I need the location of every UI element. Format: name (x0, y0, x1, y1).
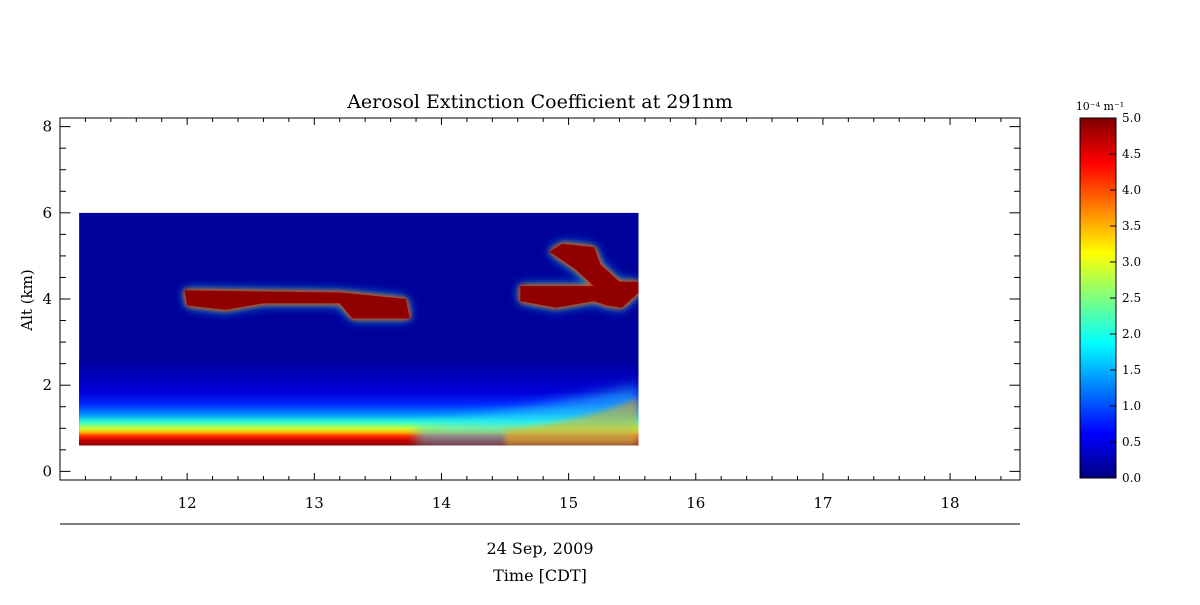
x-tick-label: 18 (941, 494, 960, 512)
x-axis-label: Time [CDT] (493, 566, 587, 585)
date-label: 24 Sep, 2009 (486, 539, 593, 558)
x-tick-label: 14 (432, 494, 451, 512)
x-tick-label: 17 (813, 494, 832, 512)
heatmap-field (79, 212, 639, 446)
colorbar-tick-label: 1.5 (1122, 363, 1141, 377)
surface-layer-warm (505, 398, 639, 446)
y-axis-label: Alt (km) (18, 269, 36, 331)
colorbar-tick-label: 5.0 (1122, 111, 1141, 125)
x-tick-label: 15 (559, 494, 578, 512)
colorbar-tick-label: 4.5 (1122, 147, 1141, 161)
colorbar-tick-label: 4.0 (1122, 183, 1141, 197)
colorbar-tick-label: 2.0 (1122, 327, 1141, 341)
y-tick-label: 8 (42, 118, 52, 136)
x-tick-label: 12 (178, 494, 197, 512)
colorbar-tick-label: 1.0 (1122, 399, 1141, 413)
colorbar: 10⁻⁴ m⁻¹ 0.0 0.5 1.0 1.5 2.0 2.5 3.0 3.5 4.0 4.5 5.… (1076, 100, 1141, 485)
aerosol-layer-b-peak (520, 243, 639, 308)
colorbar-tick-label: 0.5 (1122, 435, 1141, 449)
y-tick-label: 2 (42, 376, 52, 394)
y-tick-label: 0 (42, 462, 52, 480)
aerosol-layer-a-peak (184, 290, 410, 319)
colorbar-unit: 10⁻⁴ m⁻¹ (1076, 100, 1124, 113)
colorbar-tick-label: 3.0 (1122, 255, 1141, 269)
x-tick-label: 16 (686, 494, 705, 512)
axes: 12 13 14 15 16 17 18 0 2 4 6 8 (42, 118, 1020, 512)
colorbar-tick-label: 2.5 (1122, 291, 1141, 305)
y-tick-label: 6 (42, 204, 52, 222)
y-tick-label: 4 (42, 290, 52, 308)
x-tick-label: 13 (305, 494, 324, 512)
colorbar-tick-label: 0.0 (1122, 471, 1141, 485)
colorbar-tick-label: 3.5 (1122, 219, 1141, 233)
heatmap (79, 212, 639, 446)
chart-title: Aerosol Extinction Coefficient at 291nm (346, 91, 733, 113)
